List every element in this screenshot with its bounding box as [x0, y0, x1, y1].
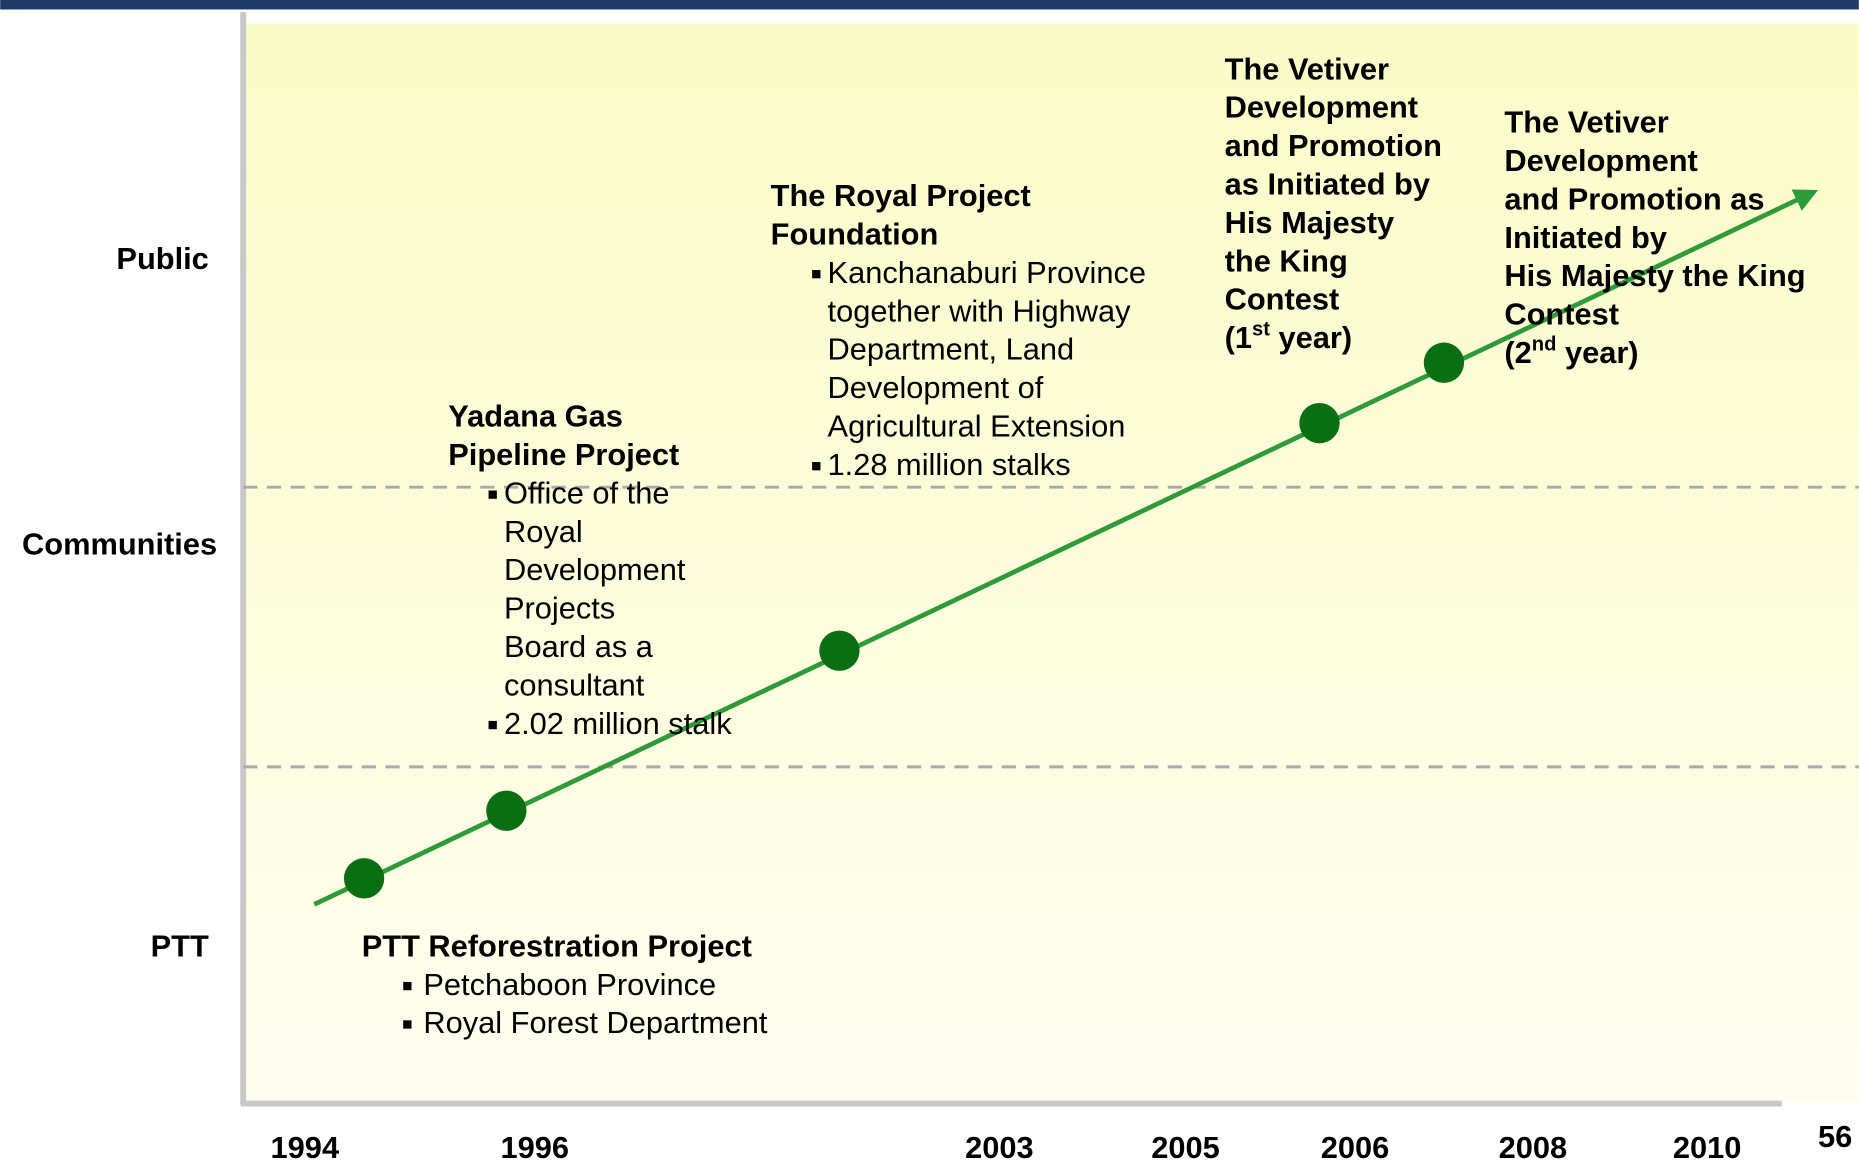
event-title: His Majesty the King [1504, 258, 1805, 293]
note-text: (2 [1504, 335, 1531, 370]
note-text: (1 [1225, 320, 1252, 355]
bullet-text: Office of the [504, 475, 670, 510]
event-title: and Promotion [1225, 128, 1442, 163]
event-title: The Royal Project [771, 178, 1031, 213]
event-title: Initiated by [1504, 220, 1667, 255]
event-title: as Initiated by [1225, 166, 1430, 201]
event-note: (2nd year) [1504, 334, 1638, 370]
bullet-text: consultant [504, 667, 645, 702]
bullet-text: Royal Forest Department [423, 1005, 767, 1040]
event-title: The Vetiver [1504, 105, 1668, 140]
event-title: Development [1504, 143, 1697, 178]
event-title: Pipeline Project [448, 437, 679, 472]
note-text: year) [1270, 320, 1352, 355]
year-label: 2010 [1673, 1130, 1742, 1164]
milestone-dot [819, 630, 860, 671]
note-text: year) [1556, 335, 1638, 370]
year-label: 2005 [1151, 1130, 1220, 1164]
milestone-dot [1423, 342, 1465, 383]
bullet-text: Projects [504, 591, 615, 626]
bullet-marker [488, 490, 497, 499]
bullet-marker [488, 720, 497, 730]
bullet-text: Agricultural Extension [828, 409, 1126, 444]
note-sup: st [1252, 319, 1270, 341]
page-number: 56 [1818, 1119, 1852, 1154]
note-sup: nd [1532, 334, 1557, 356]
bullet-text: Development of [828, 370, 1044, 405]
row-label: PTT [151, 928, 209, 963]
milestone-dot [486, 790, 527, 831]
bullet-text: 1.28 million stalks [828, 447, 1071, 482]
event-title: The Vetiver [1225, 51, 1389, 86]
event-title: Development [1225, 90, 1418, 125]
year-label: 2003 [965, 1130, 1034, 1164]
bullet-text: together with Highway [828, 293, 1132, 328]
bullet-marker [812, 462, 821, 471]
event-title: His Majesty [1225, 205, 1394, 240]
event-title: PTT Reforestration Project [362, 928, 752, 963]
event-title: Contest [1225, 282, 1340, 317]
event-title: Foundation [771, 216, 939, 251]
bullet-text: Petchaboon Province [423, 967, 716, 1002]
event-note: (1st year) [1225, 319, 1353, 355]
bullet-marker [403, 1020, 412, 1029]
milestone-dot [1299, 403, 1340, 444]
year-label: 1994 [271, 1130, 340, 1164]
row-label: Public [116, 241, 208, 276]
year-label: 2008 [1499, 1130, 1568, 1164]
milestones [343, 342, 1465, 899]
bullet-text: 2.02 million stalk [504, 706, 732, 741]
bullet-text: Department, Land [828, 332, 1075, 367]
milestone-dot [343, 858, 385, 899]
bullet-text: Kanchanaburi Province [828, 255, 1146, 290]
bullet-text: Royal [504, 514, 583, 549]
event-title: Yadana Gas [448, 399, 623, 434]
year-label: 1996 [501, 1130, 570, 1164]
row-label: Communities [22, 527, 217, 562]
event-title: and Promotion as [1504, 181, 1764, 216]
year-label: 2006 [1321, 1130, 1390, 1164]
bullet-text: Development [504, 552, 686, 587]
bullet-marker [403, 981, 412, 991]
plot-area [243, 23, 1859, 1103]
event-title: Contest [1504, 297, 1619, 332]
top-bar [0, 0, 1859, 10]
event-title: the King [1225, 243, 1348, 278]
bullet-text: Board as a [504, 629, 654, 664]
trend-arrow [313, 189, 1819, 907]
bullet-marker [812, 270, 821, 279]
